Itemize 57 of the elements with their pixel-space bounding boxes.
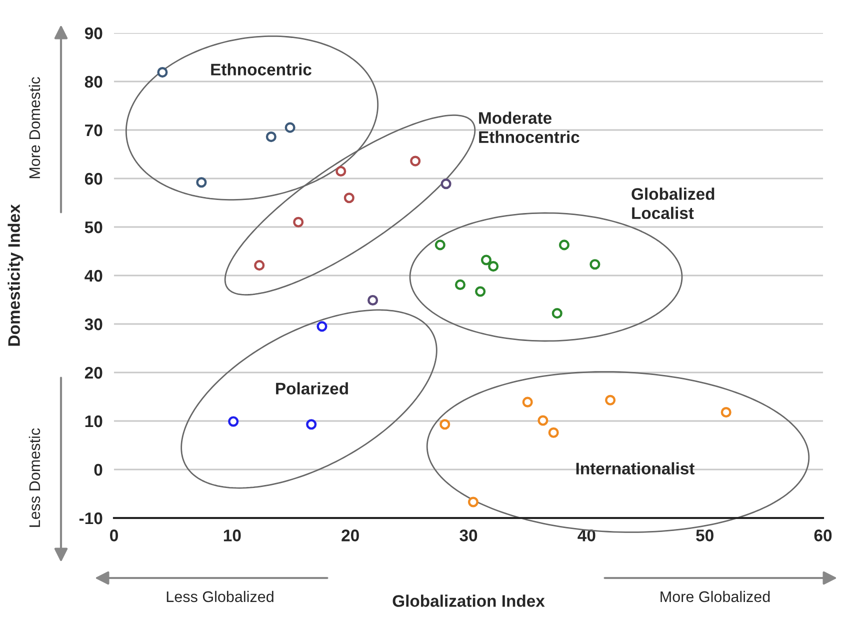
x-tick-label: 60 [814, 530, 832, 542]
point [266, 132, 276, 142]
point [344, 192, 354, 204]
y-tick-label: 90 [84, 27, 102, 40]
point [454, 279, 466, 290]
text: Less Domestic [28, 428, 40, 527]
y-tick-label: 70 [85, 124, 102, 136]
x-tick-label: 30 [460, 530, 478, 542]
point [548, 427, 559, 438]
point [336, 166, 346, 176]
point [522, 396, 533, 408]
point [434, 240, 446, 250]
point [475, 286, 486, 297]
point [306, 419, 317, 430]
point [552, 308, 562, 319]
point [440, 419, 450, 430]
x-tick-label: 10 [224, 530, 241, 542]
point [284, 122, 296, 133]
point [480, 254, 492, 266]
annotation: Moderate Ethnocentric [479, 112, 580, 144]
y-tick-label: 10 [85, 415, 102, 428]
x-axis-title: Globalization Index [392, 594, 545, 607]
x-tick-label: 0 [110, 530, 118, 542]
point [368, 294, 378, 306]
y-tick-label: 80 [84, 76, 102, 88]
point [720, 406, 732, 418]
annotation: Ethnocentric [211, 63, 312, 76]
x-tick-label: 20 [342, 530, 359, 542]
point [196, 177, 207, 188]
text: More Domestic [28, 77, 40, 178]
point [228, 416, 239, 427]
point [558, 240, 570, 250]
point [590, 259, 600, 270]
y-tick-label: 60 [84, 172, 102, 185]
point [488, 261, 499, 272]
annotation: Polarized [276, 382, 348, 394]
y-tick-label: 0 [94, 464, 102, 476]
point [440, 178, 452, 190]
annotation: Internationalist [576, 462, 695, 474]
point [410, 156, 421, 166]
text: Less Globalized [166, 590, 274, 602]
point [157, 67, 168, 78]
point [293, 216, 304, 228]
point [316, 321, 328, 332]
y-tick-label: 50 [84, 221, 102, 234]
x-tick-label: 50 [696, 530, 714, 542]
point [468, 496, 479, 508]
y-tick-label: 20 [84, 366, 102, 379]
point [605, 394, 616, 406]
y-axis-title: Domesticity Index [8, 204, 24, 346]
point [254, 260, 265, 271]
point [538, 415, 548, 426]
y-tick-label: -10 [79, 512, 102, 524]
text: More Globalized [660, 590, 770, 602]
annotation: Globalized Localist [632, 188, 714, 220]
y-tick-label: 40 [84, 270, 102, 282]
y-tick-label: 30 [84, 318, 102, 330]
